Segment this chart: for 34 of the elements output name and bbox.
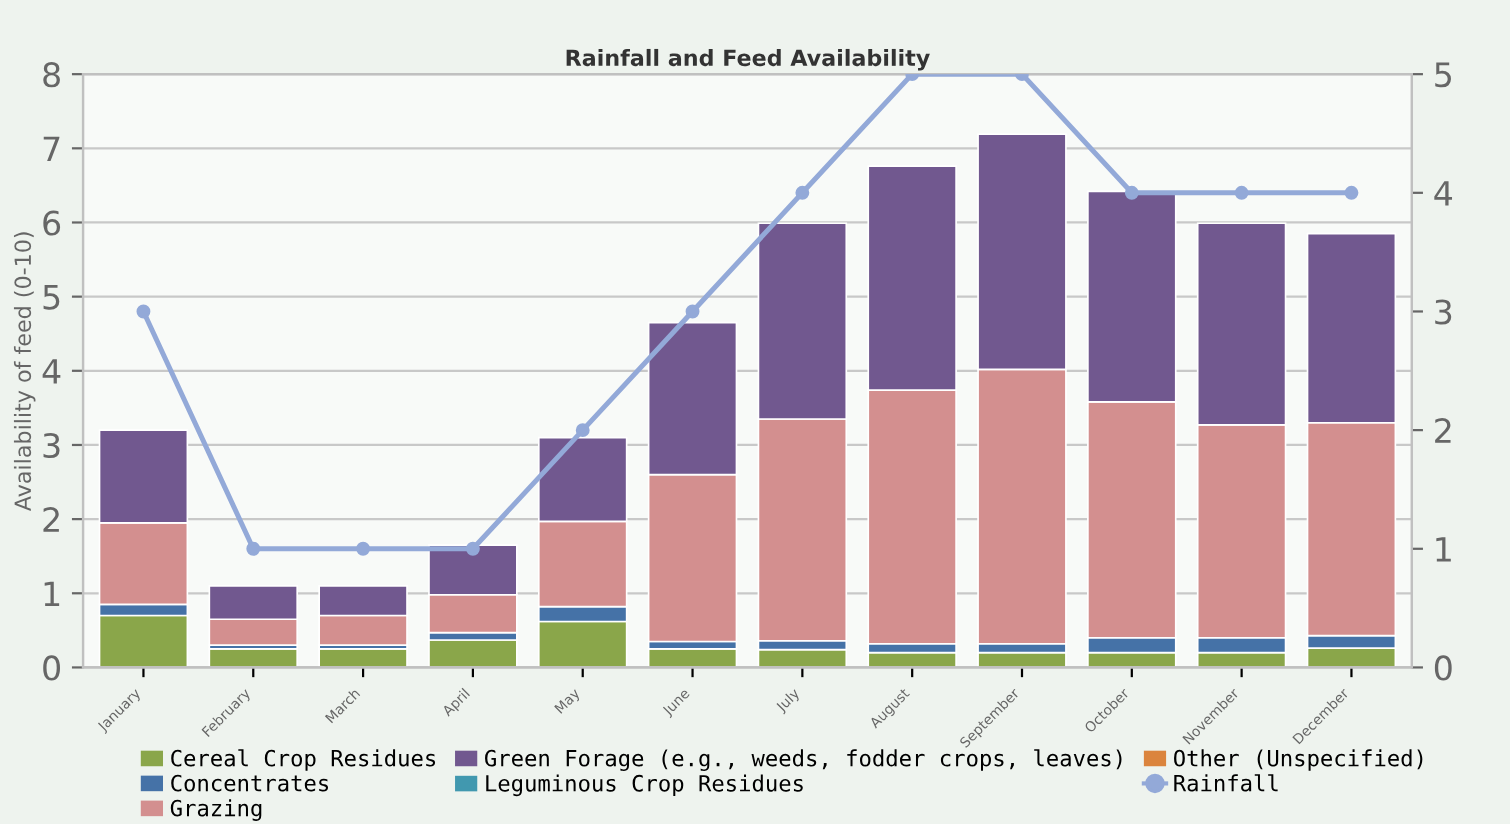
legend-label: Rainfall [1174, 774, 1278, 792]
legend-label: Grazing [170, 799, 262, 821]
y2-tick-label: 2 [1435, 418, 1451, 443]
y2-tick-label: 1 [1436, 537, 1451, 562]
y2-tick-label: 0 [1434, 655, 1452, 681]
y-tick-label: 1 [44, 581, 60, 606]
chart-title: Rainfall and Feed Availability [566, 48, 930, 71]
y-tick-label: 4 [42, 359, 61, 384]
legend-label: Other (Unspecified) [1174, 749, 1423, 771]
point [575, 423, 590, 438]
y-tick-label: 7 [43, 136, 60, 161]
y-tick-label: 3 [43, 432, 60, 459]
y2-tick-label: 3 [1435, 299, 1452, 325]
point [356, 541, 371, 556]
legend-label: Concentrates [171, 774, 329, 792]
y-tick-label: 6 [43, 210, 61, 236]
point [136, 304, 151, 319]
point [1124, 185, 1139, 200]
y2-tick-label: 4 [1434, 181, 1453, 206]
point [685, 304, 700, 319]
y-tick-label: 2 [43, 507, 59, 532]
y-axis-title: Availability of feed (0-10) [13, 232, 36, 512]
point [1344, 185, 1359, 200]
legend-label: Green Forage (e.g., weeds, fodder crops, leaves) [485, 749, 1122, 772]
legend-label: Leguminous Crop Residues [486, 774, 803, 797]
point [246, 541, 261, 556]
point [465, 541, 480, 556]
y-tick-label: 5 [43, 285, 60, 310]
y2-tick-label: 5 [1435, 62, 1451, 88]
point [1234, 185, 1249, 200]
y-tick-label: 0 [43, 655, 60, 681]
y-tick-label: 8 [43, 62, 60, 88]
point [795, 185, 810, 200]
legend-label: Cereal Crop Residues [171, 749, 436, 771]
